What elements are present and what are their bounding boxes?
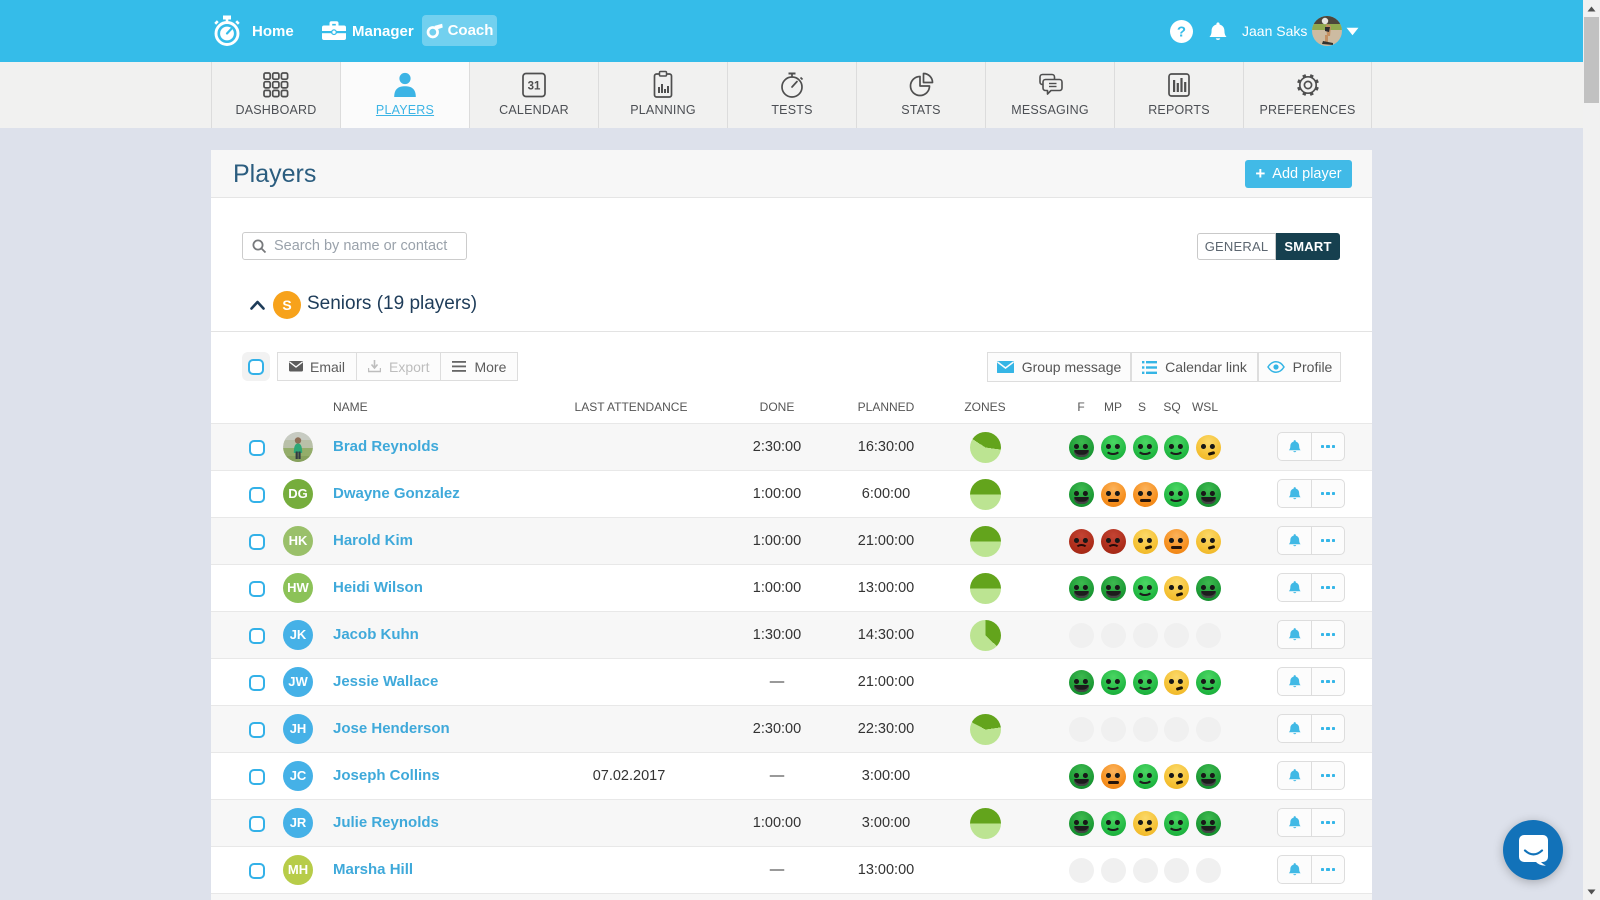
svg-text:?: ? [1177, 23, 1186, 40]
svg-text:31: 31 [528, 81, 541, 93]
